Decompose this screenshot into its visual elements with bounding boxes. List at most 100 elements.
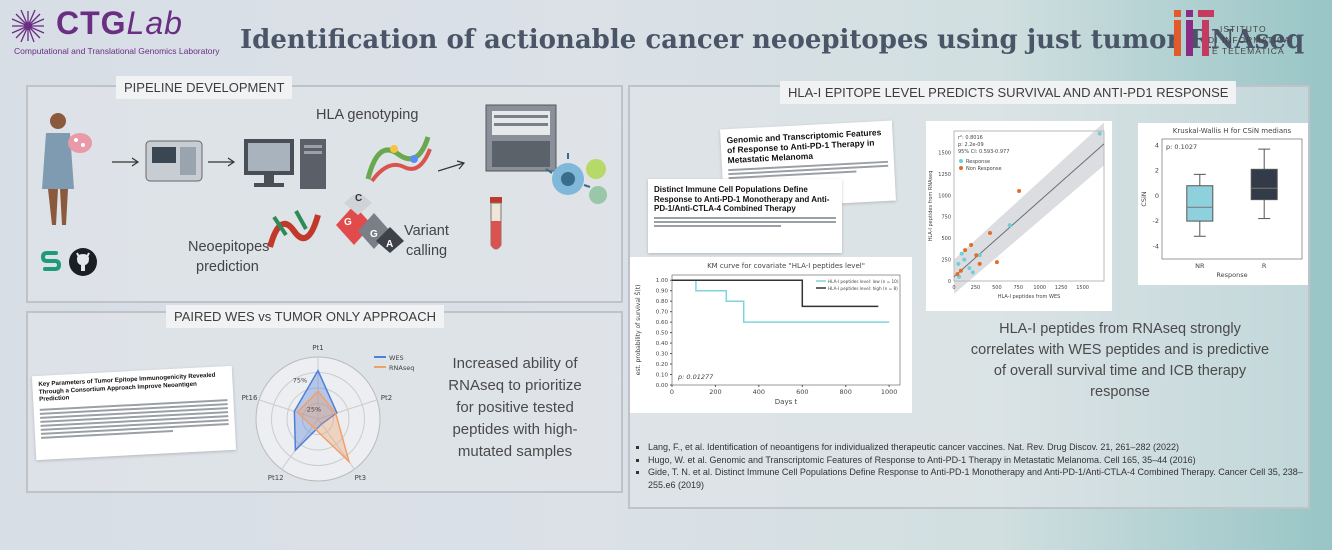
right-summary: HLA-I peptides from RNAseq strongly corr… bbox=[970, 321, 1270, 400]
km-y-tick-label: 0.20 bbox=[656, 362, 669, 368]
km-x-tick-label: 800 bbox=[840, 388, 852, 396]
lab-instrument-icon bbox=[485, 104, 557, 172]
scatter-point bbox=[974, 253, 979, 258]
scatter-y-label: HLA-I peptides from RNAseq bbox=[928, 171, 934, 242]
boxplot-y-tick-label: 4 bbox=[1155, 141, 1159, 149]
peptide-ribbon-icon bbox=[267, 210, 321, 248]
reference-item: Gide, T. N. et al. Distinct Immune Cell … bbox=[648, 466, 1304, 491]
km-series-line bbox=[672, 279, 879, 308]
scatter-point bbox=[956, 261, 961, 266]
scatter-x-tick-label: 1250 bbox=[1055, 285, 1068, 291]
boxplot-category-label: R bbox=[1262, 262, 1267, 270]
references-list: Lang, F., et al. Identification of neoan… bbox=[636, 441, 1304, 491]
scatter-legend-label: Non Response bbox=[966, 166, 1002, 172]
boxplot-frame bbox=[1161, 138, 1303, 260]
right-panel: HLA-I EPITOPE LEVEL PREDICTS SURVIVAL AN… bbox=[628, 81, 1310, 509]
radar-ring-label: 25% bbox=[307, 406, 321, 414]
dna-cubes-icon bbox=[336, 195, 404, 253]
correlation-scatter-chart: 0 250 500 750 1000 1250 1500 0 250 500 750 1000 1250… bbox=[926, 121, 1112, 311]
scatter-point bbox=[959, 251, 964, 256]
radar-spoke bbox=[317, 399, 378, 420]
scatter-point bbox=[970, 270, 975, 275]
kruskal-wallis-boxplot: Kruskal-Wallis H for CSiN medians -4 -2 0 2 4… bbox=[1138, 123, 1308, 285]
scatter-point bbox=[994, 260, 999, 265]
scatter-y-tick-label: 750 bbox=[941, 215, 951, 221]
boxplot-y-label: CSiN bbox=[1140, 191, 1148, 206]
km-y-tick-label: 0.10 bbox=[656, 373, 669, 379]
boxplot-p-value: p: 0.1027 bbox=[1166, 143, 1197, 151]
scatter-x-tick-label: 750 bbox=[1014, 285, 1024, 291]
km-legend-label: HLA-I peptides level: low (n = 10) bbox=[828, 279, 899, 284]
scatter-legend-swatch bbox=[959, 159, 963, 163]
boxplot-category-label: NR bbox=[1195, 262, 1205, 270]
scatter-x-tick-label: 500 bbox=[992, 285, 1002, 291]
km-y-tick-label: 0.90 bbox=[656, 289, 669, 295]
km-title: KM curve for covariate "HLA-I peptides l… bbox=[707, 262, 865, 270]
scatter-legend-label: Response bbox=[966, 159, 990, 165]
pipeline-title: PIPELINE DEVELOPMENT bbox=[116, 76, 293, 99]
dna-letter-g2: G bbox=[370, 229, 378, 240]
variant-label-line2: calling bbox=[406, 243, 448, 259]
scatter-stat: 95% CI: 0.593-0.977 bbox=[958, 149, 1009, 155]
scatter-stat: r²: 0.8016 bbox=[958, 135, 983, 141]
scatter-y-tick-label: 1000 bbox=[938, 193, 951, 199]
radar-chart: 25% 75% Pt1 Pt2 Pt3 Pt12 Pt16 WES RNAseq bbox=[242, 344, 415, 482]
paired-description: Increased ability of RNAseq to prioritiz… bbox=[448, 355, 582, 460]
boxplot-x-label: Response bbox=[1216, 271, 1247, 279]
radar-axis-label: Pt1 bbox=[312, 344, 323, 352]
scatter-frame bbox=[953, 130, 1105, 282]
paired-title: PAIRED WES vs TUMOR ONLY APPROACH bbox=[166, 305, 444, 328]
ctg-lab-logo: CTGLab Computational and Translational G… bbox=[10, 5, 220, 56]
ctg-burst-icon bbox=[11, 9, 45, 43]
scatter-point bbox=[1097, 131, 1102, 136]
iit-logo-text: ISTITUTO DI INFORMATICA E TELEMATICA bbox=[1208, 24, 1291, 56]
radar-ring-label: 75% bbox=[293, 377, 307, 385]
scatter-x-tick-label: 250 bbox=[971, 285, 981, 291]
scatter-y-tick-label: 1250 bbox=[938, 172, 951, 178]
boxplot-y-tick-label: 0 bbox=[1155, 192, 1159, 200]
km-y-tick-label: 0.30 bbox=[656, 352, 669, 358]
ctg-logo-subtitle: Computational and Translational Genomics… bbox=[14, 46, 220, 56]
paired-panel: PAIRED WES vs TUMOR ONLY APPROACH Key Pa… bbox=[26, 305, 623, 493]
km-series-line bbox=[672, 279, 890, 323]
boxplot-y-tick-label: -2 bbox=[1153, 217, 1159, 225]
github-icon[interactable] bbox=[68, 247, 98, 277]
patient-illustration bbox=[42, 113, 92, 225]
variant-label-line1: Variant bbox=[404, 223, 449, 239]
reference-item: Lang, F., et al. Identification of neoan… bbox=[648, 441, 1304, 454]
boxplot-box bbox=[1186, 185, 1214, 222]
dna-letter-a: A bbox=[386, 239, 394, 250]
scatter-point bbox=[958, 268, 963, 273]
poster-title: Identification of actionable cancer neoe… bbox=[240, 25, 1305, 55]
km-y-tick-label: 0.70 bbox=[656, 310, 669, 316]
boxplot-y-tick-label: -4 bbox=[1153, 242, 1159, 250]
km-y-tick-label: 0.50 bbox=[656, 331, 669, 337]
km-legend-label: HLA-I peptides level: high (n = 8) bbox=[828, 286, 898, 291]
hla-molecule-icon bbox=[365, 136, 432, 183]
scatter-point bbox=[963, 248, 968, 253]
scatter-y-tick-label: 1500 bbox=[938, 150, 951, 156]
scatter-point bbox=[988, 231, 992, 235]
snakemake-icon[interactable] bbox=[40, 249, 62, 273]
radar-axis-label: Pt12 bbox=[268, 474, 284, 482]
scatter-y-tick-label: 250 bbox=[941, 258, 951, 264]
test-tube-icon bbox=[490, 197, 502, 250]
km-y-tick-label: 0.00 bbox=[656, 383, 669, 389]
legend-label: RNAseq bbox=[389, 364, 414, 372]
hla-genotyping-label: HLA genotyping bbox=[316, 107, 419, 123]
km-y-tick-label: 1.00 bbox=[656, 278, 669, 284]
km-x-tick-label: 400 bbox=[753, 388, 765, 396]
km-y-label: est. probability of survival Ŝ(t) bbox=[635, 285, 642, 376]
paper-card-gide: Distinct Immune Cell Populations Define … bbox=[648, 179, 842, 253]
arrow-icon bbox=[112, 157, 140, 167]
immune-cells-icon bbox=[545, 153, 607, 204]
km-y-tick-label: 0.60 bbox=[656, 320, 669, 326]
dna-letter-c: C bbox=[355, 193, 363, 204]
scatter-x-tick-label: 1500 bbox=[1076, 285, 1089, 291]
neoepitopes-label-line2: prediction bbox=[196, 259, 259, 275]
km-survival-chart: KM curve for covariate "HLA-I peptides l… bbox=[630, 257, 912, 413]
legend-label: WES bbox=[389, 354, 404, 362]
scatter-point bbox=[1017, 189, 1022, 193]
scatter-point bbox=[962, 257, 967, 262]
radar-series-rnaseq bbox=[296, 389, 351, 465]
